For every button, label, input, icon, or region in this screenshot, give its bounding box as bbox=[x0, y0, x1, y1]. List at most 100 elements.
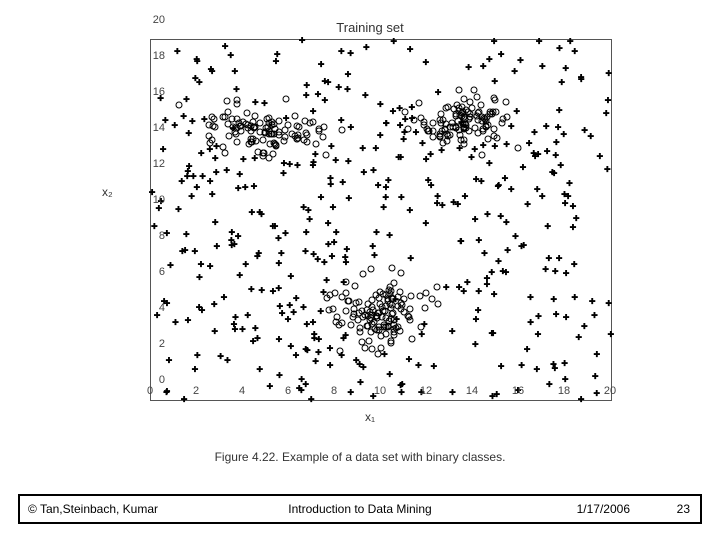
y-tick: 4 bbox=[137, 302, 165, 314]
data-point-circle bbox=[359, 313, 366, 320]
data-point-circle bbox=[210, 115, 217, 122]
data-point-plus: ✚ bbox=[330, 204, 337, 212]
data-point-plus: ✚ bbox=[415, 362, 422, 370]
data-point-plus: ✚ bbox=[207, 146, 214, 154]
data-point-plus: ✚ bbox=[531, 129, 538, 137]
data-point-plus: ✚ bbox=[196, 304, 203, 312]
data-point-plus: ✚ bbox=[232, 326, 239, 334]
data-point-plus: ✚ bbox=[386, 232, 393, 240]
data-point-circle bbox=[456, 86, 463, 93]
data-point-plus: ✚ bbox=[212, 219, 219, 227]
data-point-plus: ✚ bbox=[518, 243, 525, 251]
data-point-plus: ✚ bbox=[396, 105, 403, 113]
data-point-plus: ✚ bbox=[232, 68, 239, 76]
data-point-circle bbox=[262, 129, 269, 136]
data-point-plus: ✚ bbox=[209, 191, 216, 199]
data-point-circle bbox=[221, 149, 228, 156]
data-point-plus: ✚ bbox=[242, 261, 249, 269]
data-point-plus: ✚ bbox=[558, 79, 565, 87]
data-point-plus: ✚ bbox=[272, 223, 279, 231]
data-point-plus: ✚ bbox=[566, 180, 573, 188]
data-point-plus: ✚ bbox=[282, 230, 289, 238]
data-point-plus: ✚ bbox=[498, 363, 505, 371]
data-point-plus: ✚ bbox=[303, 92, 310, 100]
data-point-circle bbox=[381, 308, 388, 315]
data-point-plus: ✚ bbox=[418, 331, 425, 339]
data-point-plus: ✚ bbox=[312, 151, 319, 159]
data-point-plus: ✚ bbox=[327, 345, 334, 353]
data-point-plus: ✚ bbox=[276, 303, 283, 311]
data-point-plus: ✚ bbox=[217, 353, 224, 361]
data-point-plus: ✚ bbox=[407, 46, 414, 54]
data-point-circle bbox=[349, 314, 356, 321]
data-point-circle bbox=[351, 306, 358, 313]
data-point-plus: ✚ bbox=[443, 284, 450, 292]
data-point-circle bbox=[310, 119, 317, 126]
data-point-plus: ✚ bbox=[421, 321, 428, 329]
data-point-plus: ✚ bbox=[398, 389, 405, 397]
data-point-plus: ✚ bbox=[526, 140, 533, 148]
data-point-plus: ✚ bbox=[512, 233, 519, 241]
data-point-plus: ✚ bbox=[377, 132, 384, 140]
data-point-plus: ✚ bbox=[322, 97, 329, 105]
data-point-plus: ✚ bbox=[484, 275, 491, 283]
data-point-plus: ✚ bbox=[303, 82, 310, 90]
data-point-plus: ✚ bbox=[346, 195, 353, 203]
data-point-plus: ✚ bbox=[340, 279, 347, 287]
data-point-circle bbox=[343, 290, 350, 297]
data-point-plus: ✚ bbox=[252, 99, 259, 107]
data-point-plus: ✚ bbox=[223, 167, 230, 175]
data-point-plus: ✚ bbox=[270, 288, 277, 296]
data-point-circle bbox=[440, 117, 447, 124]
data-point-plus: ✚ bbox=[320, 289, 327, 297]
data-point-plus: ✚ bbox=[406, 207, 413, 215]
data-point-plus: ✚ bbox=[530, 150, 537, 158]
data-point-circle bbox=[247, 135, 254, 142]
data-point-plus: ✚ bbox=[310, 108, 317, 116]
data-point-circle bbox=[359, 307, 366, 314]
data-point-plus: ✚ bbox=[476, 237, 483, 245]
data-point-plus: ✚ bbox=[281, 160, 288, 168]
data-point-plus: ✚ bbox=[288, 343, 295, 351]
data-point-plus: ✚ bbox=[344, 86, 351, 94]
data-point-plus: ✚ bbox=[235, 185, 242, 193]
data-point-plus: ✚ bbox=[383, 120, 390, 128]
data-point-plus: ✚ bbox=[248, 209, 255, 217]
data-point-circle bbox=[367, 266, 374, 273]
data-point-plus: ✚ bbox=[533, 366, 540, 374]
data-point-circle bbox=[270, 151, 277, 158]
data-point-plus: ✚ bbox=[581, 323, 588, 331]
data-point-plus: ✚ bbox=[455, 201, 462, 209]
x-tick: 0 bbox=[138, 385, 162, 397]
data-point-circle bbox=[291, 133, 298, 140]
data-point-plus: ✚ bbox=[578, 396, 585, 404]
data-point-circle bbox=[389, 265, 396, 272]
data-point-plus: ✚ bbox=[183, 231, 190, 239]
data-point-plus: ✚ bbox=[542, 266, 549, 274]
data-point-circle bbox=[479, 151, 486, 158]
x-tick: 16 bbox=[506, 385, 530, 397]
data-point-plus: ✚ bbox=[198, 150, 205, 158]
data-point-circle bbox=[474, 130, 481, 137]
data-point-plus: ✚ bbox=[550, 361, 557, 369]
data-point-plus: ✚ bbox=[593, 351, 600, 359]
data-point-plus: ✚ bbox=[310, 162, 317, 170]
data-point-circle bbox=[252, 113, 259, 120]
data-point-circle bbox=[327, 292, 334, 299]
y-tick: 18 bbox=[137, 50, 165, 62]
x-tick: 12 bbox=[414, 385, 438, 397]
data-point-plus: ✚ bbox=[244, 312, 251, 320]
data-point-plus: ✚ bbox=[491, 143, 498, 151]
data-point-plus: ✚ bbox=[587, 133, 594, 141]
data-point-circle bbox=[397, 270, 404, 277]
data-point-plus: ✚ bbox=[335, 84, 342, 92]
y-tick: 10 bbox=[137, 194, 165, 206]
data-point-plus: ✚ bbox=[236, 272, 243, 280]
data-point-plus: ✚ bbox=[343, 259, 350, 267]
data-point-plus: ✚ bbox=[567, 38, 574, 46]
data-point-plus: ✚ bbox=[551, 170, 558, 178]
data-point-circle bbox=[176, 101, 183, 108]
data-point-plus: ✚ bbox=[495, 258, 502, 266]
data-point-plus: ✚ bbox=[345, 71, 352, 79]
y-tick: 16 bbox=[137, 86, 165, 98]
